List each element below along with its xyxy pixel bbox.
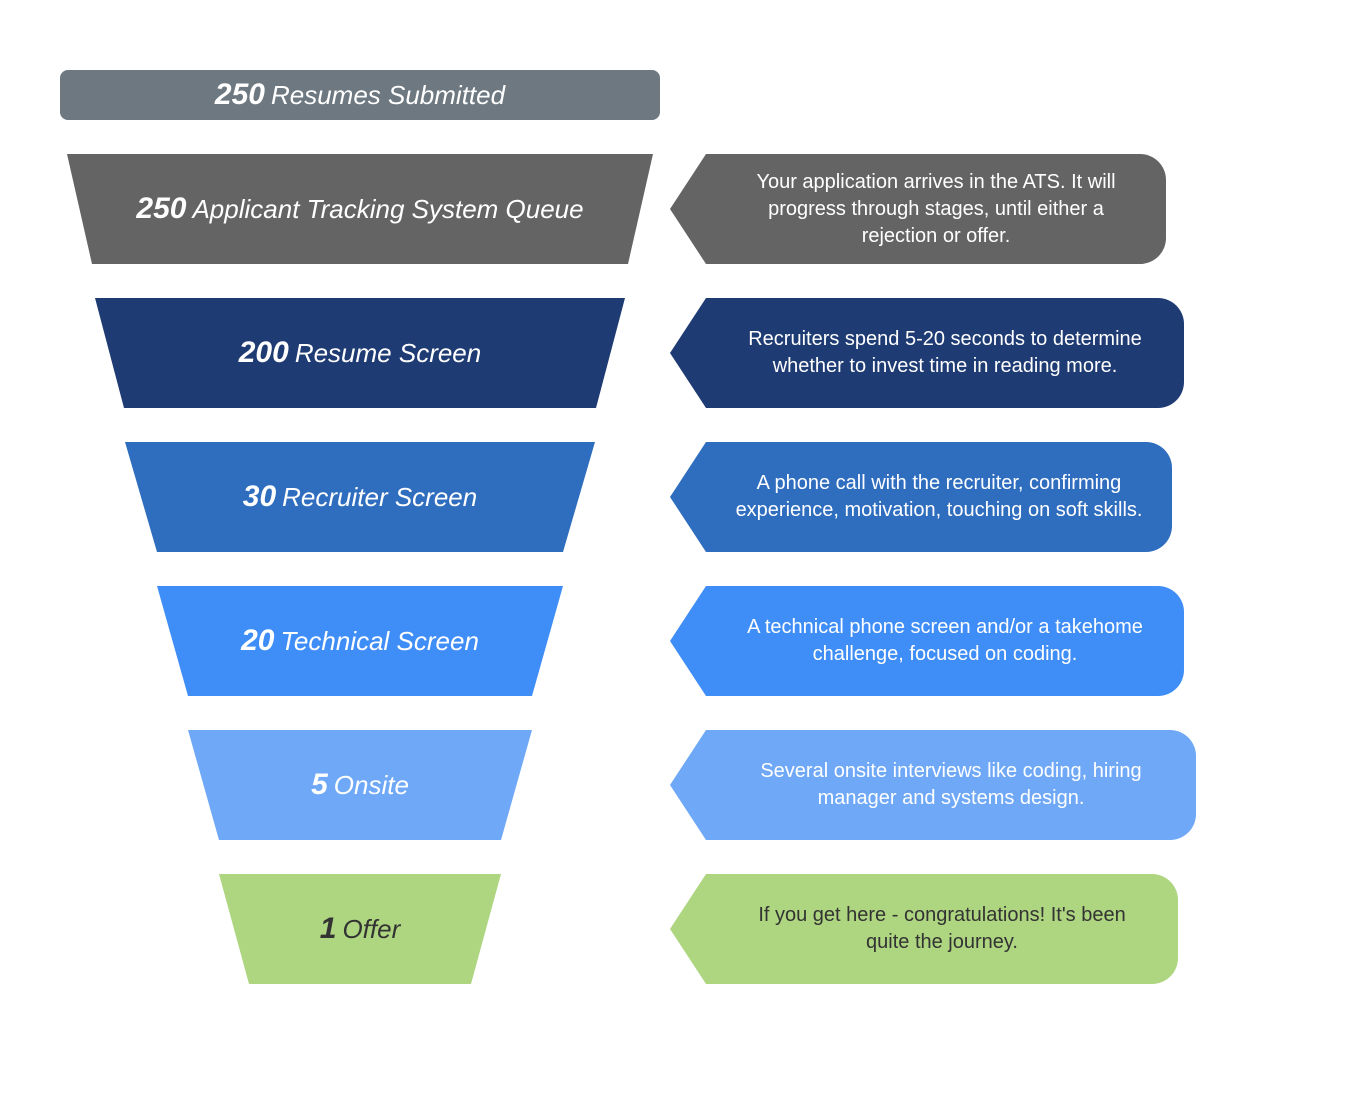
stage-callout: A phone call with the recruiter, confirm…: [670, 442, 1172, 552]
funnel-stage: 30Recruiter Screen A phone call with the …: [50, 442, 1310, 552]
stage-callout-text: Several onsite interviews like coding, h…: [734, 758, 1168, 812]
stage-label: Onsite: [334, 770, 409, 801]
stage-callout: Your application arrives in the ATS. It …: [670, 154, 1166, 264]
funnel-stage: 20Technical Screen A technical phone scre…: [50, 586, 1310, 696]
funnel-stage: 1Offer If you get here - congratulations!…: [50, 874, 1310, 984]
stage-callout: A technical phone screen and/or a takeho…: [670, 586, 1184, 696]
stage-count: 30: [243, 480, 276, 514]
stage-count: 250: [136, 192, 186, 226]
stage-callout: Recruiters spend 5-20 seconds to determi…: [670, 298, 1184, 408]
header-label: Resumes Submitted: [271, 80, 505, 111]
stage-callout-text: A technical phone screen and/or a takeho…: [734, 614, 1156, 668]
stage-count: 5: [311, 768, 328, 802]
funnel-stage: 250Applicant Tracking System Queue Your a…: [50, 154, 1310, 264]
stage-count: 200: [239, 336, 289, 370]
stage-label: Resume Screen: [295, 338, 481, 369]
stage-callout: If you get here - congratulations! It's …: [670, 874, 1178, 984]
funnel-header: 250 Resumes Submitted: [50, 70, 1310, 120]
stage-callout-text: Recruiters spend 5-20 seconds to determi…: [734, 326, 1156, 380]
stage-label: Applicant Tracking System Queue: [192, 194, 583, 225]
stage-label: Technical Screen: [280, 626, 479, 657]
stage-callout-text: Your application arrives in the ATS. It …: [734, 169, 1138, 250]
stage-label: Recruiter Screen: [282, 482, 477, 513]
stage-callout: Several onsite interviews like coding, h…: [670, 730, 1196, 840]
funnel-stage: 5Onsite Several onsite interviews like co…: [50, 730, 1310, 840]
funnel-stage: 200Resume Screen Recruiters spend 5-20 se…: [50, 298, 1310, 408]
stage-label: Offer: [342, 914, 400, 945]
stage-count: 1: [320, 912, 337, 946]
stage-callout-text: A phone call with the recruiter, confirm…: [734, 470, 1144, 524]
stage-callout-text: If you get here - congratulations! It's …: [734, 902, 1150, 956]
header-count: 250: [215, 78, 265, 112]
stage-count: 20: [241, 624, 274, 658]
